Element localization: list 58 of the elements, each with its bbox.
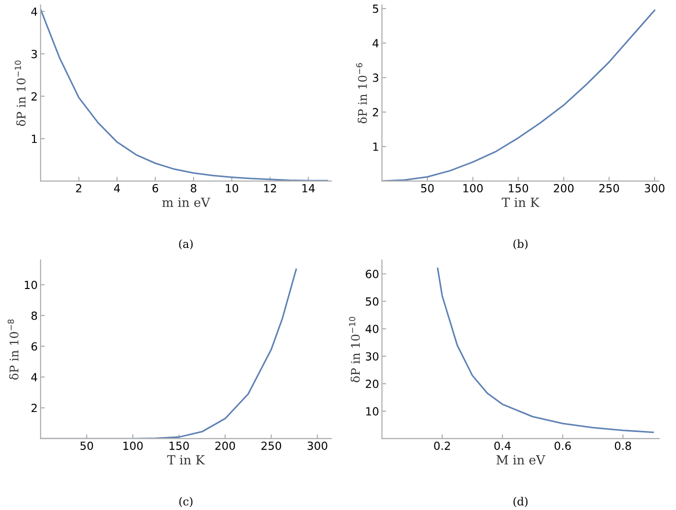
y-tick-label: 10: [24, 280, 38, 290]
x-tick-label: 150: [508, 184, 528, 192]
y-tick-label: 4: [31, 373, 38, 382]
y-tick-label: 40: [366, 324, 378, 334]
x-tick-label: 0.6: [554, 442, 571, 450]
x-tick-label: 0.8: [614, 442, 632, 450]
x-tick-label: 200: [215, 442, 235, 450]
y-tick-label: 2: [32, 404, 37, 412]
y-tick-label: 4: [372, 39, 379, 48]
line-series: [382, 10, 656, 182]
y-tick-label: 20: [366, 380, 378, 388]
x-tick-label: 250: [599, 184, 619, 192]
x-axis-title: M in eV: [496, 455, 546, 465]
y-tick-label: 6: [31, 342, 38, 351]
text: (c): [179, 496, 192, 508]
x-axis-title: T in K: [167, 455, 205, 464]
y-tick-label: 1: [373, 142, 378, 151]
x-axis-title: m in eV: [162, 198, 210, 208]
x-tick-label: 100: [123, 442, 143, 450]
text: (b): [514, 239, 528, 250]
y-axis-title: δP in 10$^{−10}$: [349, 316, 360, 382]
y-tick-label: 50: [366, 297, 378, 306]
x-tick-label: 2: [76, 184, 82, 192]
x-tick-label: 10: [226, 184, 238, 192]
line-series: [436, 268, 654, 434]
x-tick-label: 8: [190, 184, 196, 192]
x-tick-label: 300: [308, 442, 328, 450]
x-tick-label: 150: [170, 442, 189, 450]
x-tick-label: 50: [421, 184, 434, 192]
y-tick-label: 2: [372, 108, 378, 116]
x-tick-label: 200: [554, 184, 574, 192]
x-tick-label: 250: [261, 442, 282, 450]
x-tick-label: 0.2: [434, 442, 450, 450]
x-tick-label: 6: [152, 184, 158, 192]
y-tick-label: 8: [31, 311, 38, 320]
x-tick-label: 100: [463, 184, 483, 192]
text: (d): [514, 496, 528, 508]
x-axis-title: T in K: [502, 198, 540, 207]
y-tick-label: 10: [366, 407, 378, 416]
x-tick-label: 300: [644, 184, 664, 192]
y-tick-label: 30: [366, 352, 378, 361]
y-tick-label: 5: [372, 4, 378, 13]
y-tick-label: 4: [31, 8, 38, 16]
y-axis-title: δP in 10$^{−8}$: [8, 319, 18, 380]
y-tick-label: 2: [32, 92, 37, 100]
y-tick-label: 3: [32, 50, 37, 58]
y-tick-label: 60: [366, 270, 378, 278]
y-axis-title: δP in 10$^{−6}$: [356, 63, 367, 124]
y-tick-label: 3: [372, 74, 378, 82]
x-tick-label: 50: [80, 442, 94, 450]
y-axis-title: δP in 10$^{−10}$: [14, 60, 26, 126]
x-tick-label: 4: [114, 184, 120, 192]
x-tick-label: 14: [302, 184, 315, 192]
x-tick-label: 0.4: [494, 442, 511, 450]
line-series: [40, 8, 328, 182]
text: (a): [179, 239, 193, 250]
y-tick-label: 1: [32, 134, 37, 143]
x-tick-label: 12: [264, 184, 276, 192]
